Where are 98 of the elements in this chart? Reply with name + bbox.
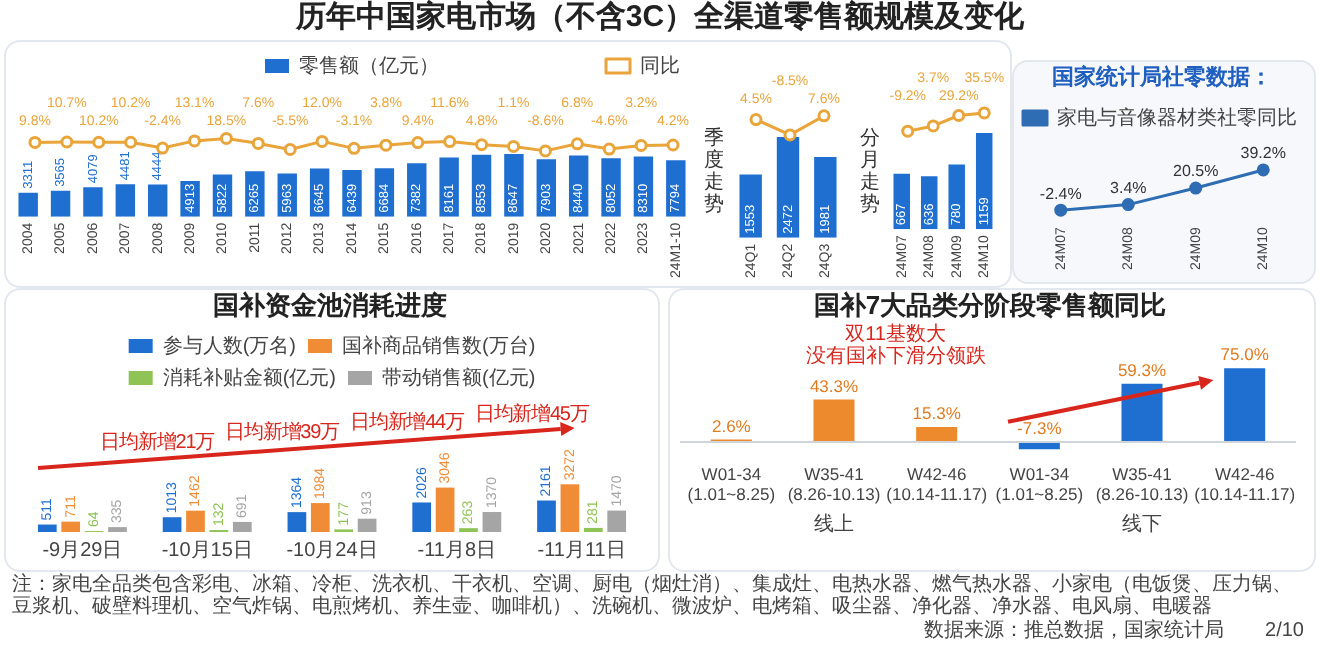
x-tick-label: W35-41 (8.26-10.13) bbox=[1095, 464, 1189, 505]
point bbox=[1121, 198, 1135, 212]
bar bbox=[232, 521, 252, 532]
bar bbox=[412, 502, 432, 532]
data-label: 59.3% bbox=[1117, 359, 1167, 380]
point bbox=[602, 142, 616, 156]
point bbox=[251, 136, 265, 150]
x-tick-label: W01-34 (1.01~8.25) bbox=[687, 464, 776, 505]
x-tick-label: W01-34 (1.01~8.25) bbox=[995, 464, 1084, 505]
x-tick-label: W42-46 (10.14-11.17) bbox=[886, 464, 988, 505]
point bbox=[411, 136, 425, 150]
point bbox=[443, 135, 457, 149]
bar bbox=[186, 510, 205, 532]
x-tick-label: W35-41 (8.26-10.13) bbox=[787, 464, 881, 505]
legend-label: 带动销售额(亿元) bbox=[382, 365, 536, 390]
legend-label: 参与人数(万名) bbox=[162, 333, 297, 358]
point bbox=[570, 137, 584, 151]
point bbox=[952, 109, 966, 123]
x-tick-label: -10月15日 bbox=[161, 539, 253, 562]
legend-label: 家电与音像器材类社零同比 bbox=[1057, 105, 1297, 130]
bar bbox=[435, 487, 455, 532]
bar bbox=[1121, 383, 1163, 442]
bar bbox=[148, 184, 168, 217]
bar bbox=[310, 503, 330, 532]
point bbox=[1054, 203, 1068, 217]
legend-label: 零售额（亿元） bbox=[299, 53, 439, 78]
source-note: 数据来源：推总数据，国家统计局 bbox=[924, 620, 1224, 642]
bar bbox=[607, 510, 627, 532]
text: 2/10 bbox=[1265, 620, 1304, 642]
bar bbox=[287, 512, 307, 532]
point bbox=[315, 134, 329, 148]
text: 日均新增45万 bbox=[474, 403, 589, 426]
point bbox=[901, 124, 915, 138]
chart-title: 国补7大品类分阶段零售额同比 bbox=[811, 290, 1169, 321]
text: 历年中国家电市场（不含3C）全渠道零售额规模及变化 bbox=[293, 0, 1027, 35]
bar bbox=[357, 518, 377, 532]
x-tick-label: -11月8日 bbox=[417, 539, 497, 562]
bar bbox=[1224, 368, 1266, 442]
text: 日均新增44万 bbox=[349, 412, 464, 435]
text: 没有国补下滑分领跌 bbox=[803, 346, 988, 368]
bar bbox=[18, 192, 38, 217]
x-tick-label: -11月11日 bbox=[537, 539, 626, 562]
data-label: 2.6% bbox=[711, 415, 752, 436]
x-tick-label: -10月24日 bbox=[286, 539, 378, 562]
bar bbox=[813, 399, 855, 442]
point bbox=[124, 135, 138, 149]
bar bbox=[916, 426, 958, 442]
point bbox=[666, 138, 680, 152]
data-label: 20.5% bbox=[1173, 162, 1219, 181]
data-label: 39.2% bbox=[1240, 144, 1286, 163]
bar bbox=[115, 184, 136, 217]
bar bbox=[162, 517, 182, 532]
text: 日均新增21万 bbox=[100, 431, 215, 454]
x-tick-label: W42-46 (10.14-11.17) bbox=[1194, 464, 1296, 505]
bar bbox=[560, 484, 580, 532]
point bbox=[60, 135, 74, 149]
text: 分月走势 bbox=[860, 128, 882, 216]
x-tick-label: -9月29日 bbox=[42, 539, 123, 562]
point bbox=[507, 139, 521, 153]
data-label: 3.4% bbox=[1110, 179, 1147, 198]
data-label: -7.3% bbox=[1017, 418, 1063, 439]
point bbox=[379, 138, 393, 152]
bar bbox=[537, 500, 556, 532]
point bbox=[926, 119, 940, 133]
text: 双11基数大 bbox=[843, 324, 948, 346]
bar bbox=[50, 190, 71, 217]
point bbox=[347, 141, 361, 155]
point bbox=[156, 141, 170, 155]
bar bbox=[482, 512, 502, 532]
point bbox=[634, 138, 648, 152]
text: 日均新增39万 bbox=[225, 421, 339, 444]
point bbox=[92, 135, 106, 149]
point bbox=[475, 138, 489, 152]
text: 线下 bbox=[1120, 514, 1164, 536]
point bbox=[28, 135, 42, 149]
text: 季度走势 bbox=[704, 128, 726, 216]
text: 注：家电全品类包含彩电、冰箱、冷柜、洗衣机、干衣机、空调、厨电（烟灶消）、集成灶、电热水器、燃气热水器、小家电（电饭煲、压力锅、豆浆机、破壁料理机、空气炸锅、电煎烤机、养生壶、咖啡机）、洗碗机、微波炉、电烤箱、吸尘器、净化器、净水器、电风扇、电暖器 bbox=[12, 574, 1294, 618]
legend-label: 同比 bbox=[640, 53, 680, 78]
point bbox=[977, 106, 991, 120]
bar bbox=[948, 164, 965, 230]
chart-title: 国家统计局社零数据： bbox=[1050, 66, 1274, 91]
legend-label: 国补商品销售数(万台) bbox=[342, 333, 536, 358]
chart-title: 国补资金池消耗进度 bbox=[211, 290, 449, 321]
data-label: 15.3% bbox=[912, 403, 962, 424]
text: 线上 bbox=[812, 514, 856, 536]
legend-label: 消耗补贴金额(亿元) bbox=[162, 365, 337, 390]
point bbox=[538, 144, 552, 158]
bar bbox=[83, 187, 103, 217]
data-label: 43.3% bbox=[809, 375, 859, 396]
data-label: 75.0% bbox=[1220, 344, 1270, 365]
point bbox=[219, 131, 233, 145]
point bbox=[187, 134, 201, 148]
bar bbox=[37, 524, 57, 532]
point bbox=[1189, 181, 1203, 195]
bar bbox=[61, 521, 81, 532]
data-label: -2.4% bbox=[1039, 184, 1082, 203]
point bbox=[1256, 163, 1270, 177]
point bbox=[283, 142, 297, 156]
